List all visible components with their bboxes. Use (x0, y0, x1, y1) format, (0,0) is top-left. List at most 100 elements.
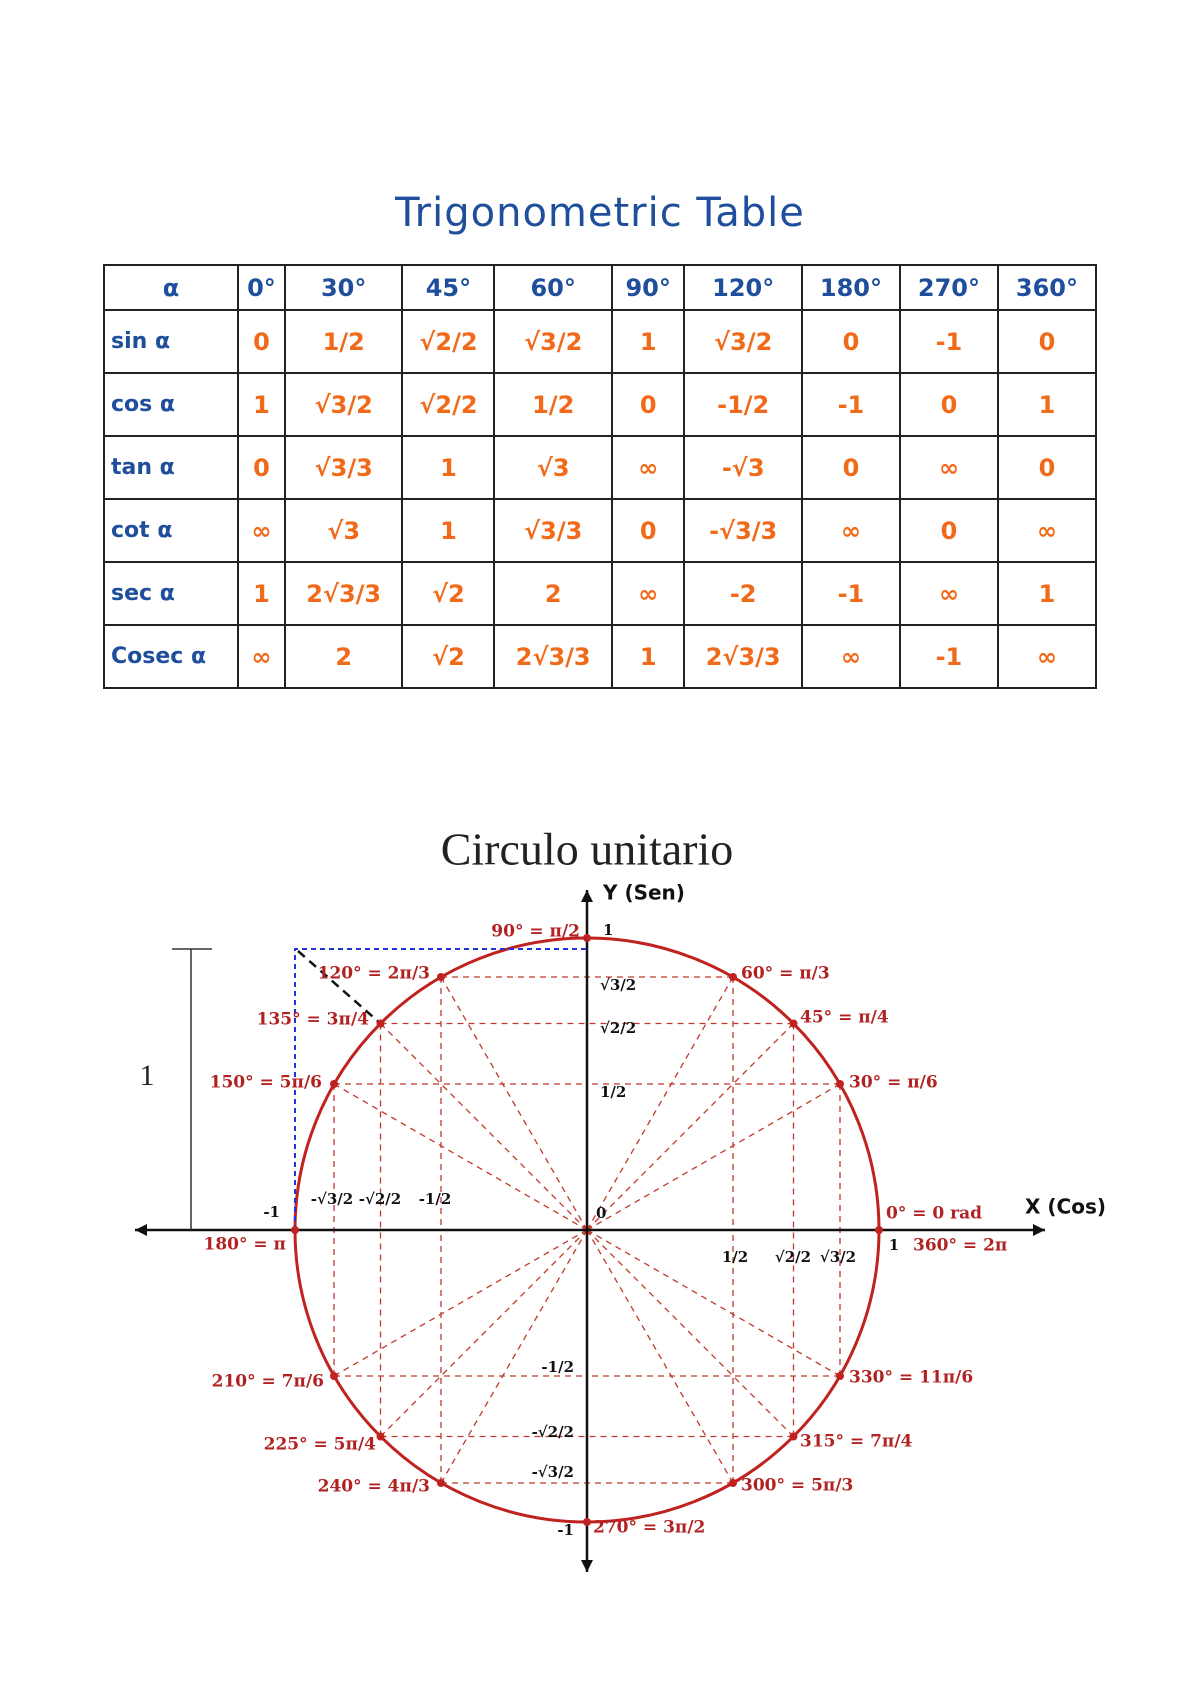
tick-label: 0 (596, 1204, 606, 1222)
point (583, 1518, 591, 1526)
trig-table: α 0° 30° 45° 60° 90° 120° 180° 270° 360° sin α 0 1/2… (103, 264, 1098, 689)
angle-label: 30° = π/6 (849, 1073, 938, 1093)
cell: 1 (610, 309, 686, 374)
point (437, 1479, 445, 1487)
cell: √2 (401, 624, 496, 689)
cell: 1 (996, 372, 1098, 437)
x-axis-label: X (Cos) (1025, 1195, 1106, 1219)
angle-label: 240° = 4π/3 (318, 1477, 430, 1497)
radius-guide (586, 1229, 841, 1377)
tick-label: √2/2 (775, 1248, 811, 1266)
table-row: tan α 0 √3/3 1 √3 ∞ -√3 0 ∞ 0 (103, 435, 1098, 500)
table-row: sec α 1 2√3/3 √2 2 ∞ -2 -1 ∞ 1 (103, 561, 1098, 626)
column-header: 30° (283, 264, 404, 311)
cell: 1 (237, 372, 286, 437)
angle-label: 135° = 3π/4 (257, 1010, 370, 1030)
cell: 2√3/3 (493, 624, 613, 689)
cell: 1/2 (493, 372, 613, 437)
blue-guide (294, 948, 587, 1230)
point (376, 1432, 385, 1441)
tick-label: -1/2 (541, 1358, 574, 1376)
column-header: 360° (996, 264, 1098, 311)
tick-label: -1/2 (419, 1190, 452, 1208)
arrow (135, 1224, 147, 1236)
radius-guide (380, 1229, 588, 1437)
cell: -2 (683, 561, 803, 626)
table-row: Cosec α ∞ 2 √2 2√3/3 1 2√3/3 ∞ -1 ∞ (103, 624, 1098, 689)
cell: 1 (610, 624, 686, 689)
point (789, 1019, 798, 1028)
tick-label: -√3/2 (532, 1463, 574, 1481)
row-label: sec α (103, 561, 239, 626)
tick-label: -1 (263, 1203, 280, 1221)
cell: ∞ (610, 435, 686, 500)
point (330, 1372, 338, 1380)
angle-label: 300° = 5π/3 (741, 1476, 853, 1496)
cell: 0 (800, 435, 901, 500)
cell: -√3/3 (683, 498, 803, 563)
cell: √3 (493, 435, 613, 500)
cell: √3/2 (683, 309, 803, 374)
guides (295, 938, 879, 1522)
tick-label: -1 (557, 1521, 574, 1539)
cell: ∞ (800, 498, 901, 563)
arrow (581, 1560, 593, 1572)
radius-guide (440, 1229, 588, 1484)
cell: 0 (610, 498, 686, 563)
cell: 0 (898, 372, 999, 437)
arrow (581, 890, 593, 902)
angle-label: 210° = 7π/6 (212, 1372, 324, 1392)
cell: 2 (283, 624, 404, 689)
tick-label: 1 (889, 1236, 899, 1254)
column-header: 180° (800, 264, 901, 311)
angle-label: 315° = 7π/4 (800, 1432, 913, 1452)
row-label: cot α (103, 498, 239, 563)
angle-label: 225° = 5π/4 (264, 1435, 377, 1455)
angle-label: 180° = π (203, 1235, 286, 1255)
cell: √3/3 (493, 498, 613, 563)
cell: 1 (401, 498, 496, 563)
row-label: tan α (103, 435, 239, 500)
tick-label: 1/2 (600, 1083, 626, 1101)
point (376, 1019, 385, 1028)
cell: ∞ (237, 624, 286, 689)
cell: 1 (237, 561, 286, 626)
tick-label: 1/2 (722, 1248, 748, 1266)
cell: √3 (283, 498, 404, 563)
table-row: cos α 1 √3/2 √2/2 1/2 0 -1/2 -1 0 1 (103, 372, 1098, 437)
cell: -1 (800, 372, 901, 437)
table-row: cot α ∞ √3 1 √3/3 0 -√3/3 ∞ 0 ∞ (103, 498, 1098, 563)
point (330, 1080, 338, 1088)
radius-guide (333, 1229, 588, 1377)
angle-label: 330° = 11π/6 (849, 1368, 973, 1388)
point (729, 973, 737, 981)
tick-label: 1 (603, 921, 613, 939)
cell: -1 (898, 624, 999, 689)
tick-label: √3/2 (820, 1248, 856, 1266)
cell: 1/2 (283, 309, 404, 374)
cell: 0 (996, 309, 1098, 374)
cell: √2/2 (401, 372, 496, 437)
point (583, 934, 591, 942)
cell: 0 (237, 309, 286, 374)
row-label: sin α (103, 309, 239, 374)
cell: 0 (800, 309, 901, 374)
point (437, 973, 445, 981)
column-header: 45° (401, 264, 496, 311)
cell: √2 (401, 561, 496, 626)
cell: ∞ (996, 624, 1098, 689)
diagram-title: Circulo unitario (441, 824, 734, 875)
cell: ∞ (898, 561, 999, 626)
cell: -√3 (683, 435, 803, 500)
cell: √3/3 (283, 435, 404, 500)
cell: ∞ (996, 498, 1098, 563)
radius-guide (586, 1023, 794, 1231)
cell: -1 (800, 561, 901, 626)
cell: 1 (401, 435, 496, 500)
cell: ∞ (610, 561, 686, 626)
table-row: sin α 0 1/2 √2/2 √3/2 1 √3/2 0 -1 0 (103, 309, 1098, 374)
table-title: Trigonometric Table (395, 190, 805, 236)
angle-label: 45° = π/4 (800, 1008, 889, 1028)
cell: -1 (898, 309, 999, 374)
point (836, 1372, 844, 1380)
